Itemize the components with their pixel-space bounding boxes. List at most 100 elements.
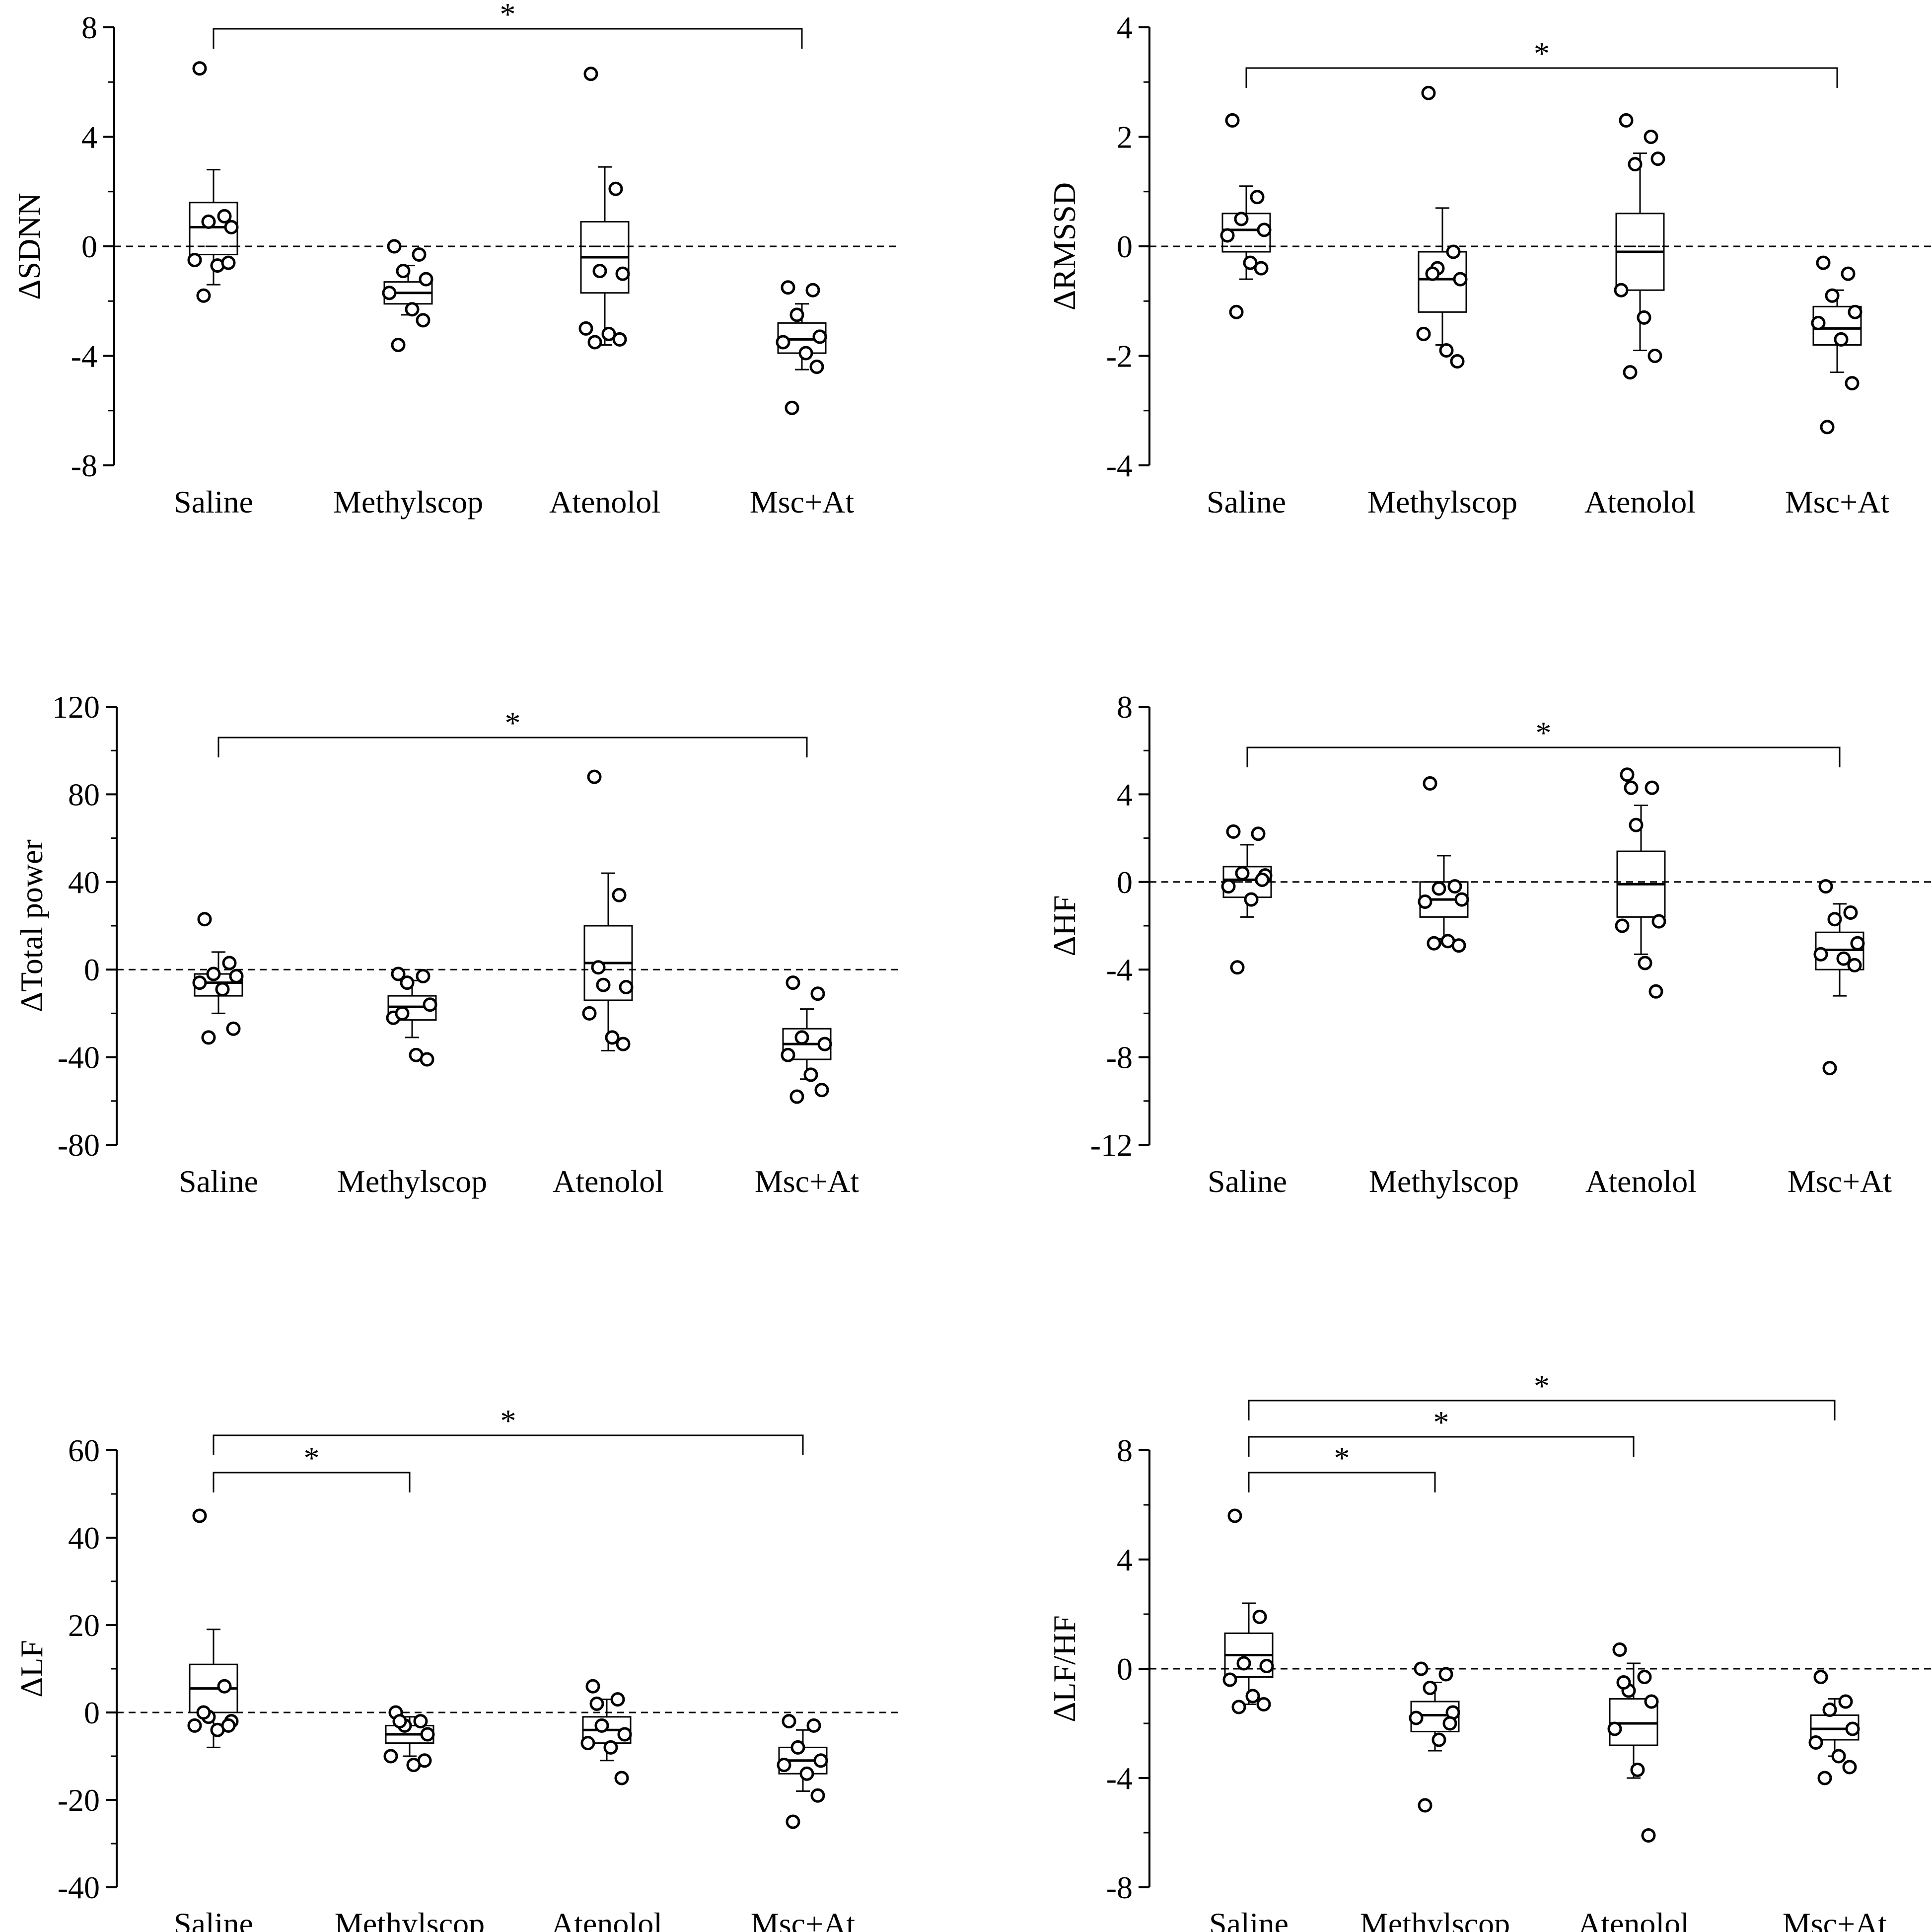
data-point <box>1619 113 1634 128</box>
data-point <box>1648 984 1663 999</box>
category-group-saline: Saline <box>1209 1508 1288 1932</box>
data-point <box>187 253 202 268</box>
data-point <box>1454 892 1469 907</box>
significance-bracket: * <box>1248 1405 1635 1457</box>
y-tick-label: 0 <box>84 1695 100 1730</box>
data-point <box>592 264 607 279</box>
data-point <box>1234 212 1249 226</box>
category-group-msc-at: Msc+At <box>755 975 859 1199</box>
significance-bracket: * <box>1248 1440 1436 1492</box>
data-point <box>1637 1670 1652 1684</box>
data-point <box>221 255 236 270</box>
y-tick-label: 8 <box>81 10 97 45</box>
data-point <box>1831 1749 1846 1764</box>
data-point <box>1451 938 1466 953</box>
y-tick-label: -8 <box>1106 1870 1133 1905</box>
data-point <box>1818 879 1833 894</box>
data-point <box>619 979 634 994</box>
category-label: Saline <box>1209 1906 1288 1932</box>
data-point <box>813 1753 828 1768</box>
significance-bracket: * <box>213 0 803 49</box>
significance-star: * <box>1534 36 1550 71</box>
y-axis-title: ΔRMSSD <box>1047 182 1082 310</box>
data-point <box>416 968 430 983</box>
category-label: Msc+At <box>751 1906 856 1932</box>
data-point <box>405 302 420 317</box>
data-point <box>1447 879 1462 894</box>
data-point <box>1231 1700 1246 1714</box>
data-point <box>226 1021 241 1036</box>
category-label: Methylscop <box>335 1906 485 1932</box>
data-point <box>1845 1721 1860 1736</box>
y-tick-label: 4 <box>1117 777 1133 812</box>
data-point <box>616 1037 631 1051</box>
y-axis-title: ΔHF <box>1047 895 1082 957</box>
data-point <box>1651 914 1666 929</box>
data-point <box>596 977 611 992</box>
category-group-methylscop: Methylscop <box>1369 776 1519 1199</box>
y-tick-label: 120 <box>52 689 100 725</box>
data-point <box>782 1714 796 1729</box>
data-point <box>1811 315 1826 330</box>
category-label: Msc+At <box>1788 1164 1892 1199</box>
y-tick-label: -80 <box>58 1127 100 1163</box>
data-point <box>1612 1642 1627 1657</box>
bracket-line <box>1248 1400 1836 1420</box>
data-point <box>1226 824 1241 839</box>
bracket-line <box>1245 67 1838 88</box>
y-tick-label: 0 <box>1117 1651 1133 1687</box>
y-axis-title: ΔSDNN <box>11 193 47 299</box>
data-point <box>805 283 820 297</box>
data-point <box>1847 958 1862 972</box>
data-point <box>217 209 232 223</box>
data-point <box>1616 1675 1631 1690</box>
data-point <box>416 313 430 328</box>
data-point <box>224 220 239 234</box>
data-point <box>382 286 397 300</box>
data-point <box>229 968 244 983</box>
data-point <box>1607 1721 1622 1736</box>
significance-star: * <box>1536 715 1552 750</box>
bracket-line <box>213 28 803 49</box>
data-point <box>1235 866 1250 881</box>
significance-star: * <box>501 1403 516 1438</box>
category-group-atenolol: Atenolol <box>1584 113 1696 520</box>
category-label: Msc+At <box>750 484 855 520</box>
data-point <box>1409 1710 1424 1725</box>
data-point <box>1813 947 1828 962</box>
y-tick-label: 40 <box>68 1520 100 1556</box>
data-point <box>617 1727 632 1742</box>
data-point <box>420 1727 435 1742</box>
data-point <box>1423 1681 1437 1695</box>
y-tick-label: -8 <box>1106 1040 1133 1075</box>
data-point <box>1446 244 1461 259</box>
category-group-methylscop: Methylscop <box>333 239 483 520</box>
data-point <box>192 1508 207 1523</box>
data-point <box>222 956 237 970</box>
data-point <box>1431 1732 1446 1747</box>
y-tick-label: -8 <box>71 448 97 483</box>
significance-bracket: * <box>217 705 808 757</box>
data-point <box>221 1718 236 1733</box>
data-point <box>608 181 623 196</box>
significance-bracket: * <box>213 1403 804 1455</box>
category-group-methylscop: Methylscop <box>337 966 487 1199</box>
data-point <box>798 346 813 361</box>
data-point <box>1629 817 1644 832</box>
category-label: Methylscop <box>337 1164 487 1199</box>
data-point <box>794 1030 809 1045</box>
data-point <box>400 975 415 990</box>
data-point <box>806 1718 821 1733</box>
category-group-methylscop: Methylscop <box>1360 1661 1510 1932</box>
data-point <box>423 997 437 1012</box>
data-point <box>1423 776 1437 791</box>
category-label: Atenolol <box>549 484 660 520</box>
data-point <box>1243 255 1258 270</box>
data-point <box>1453 272 1468 287</box>
data-point <box>587 335 602 350</box>
category-label: Methylscop <box>1367 484 1517 520</box>
data-point <box>1255 872 1270 887</box>
data-point <box>1820 420 1835 435</box>
significance-star: * <box>1334 1440 1350 1476</box>
